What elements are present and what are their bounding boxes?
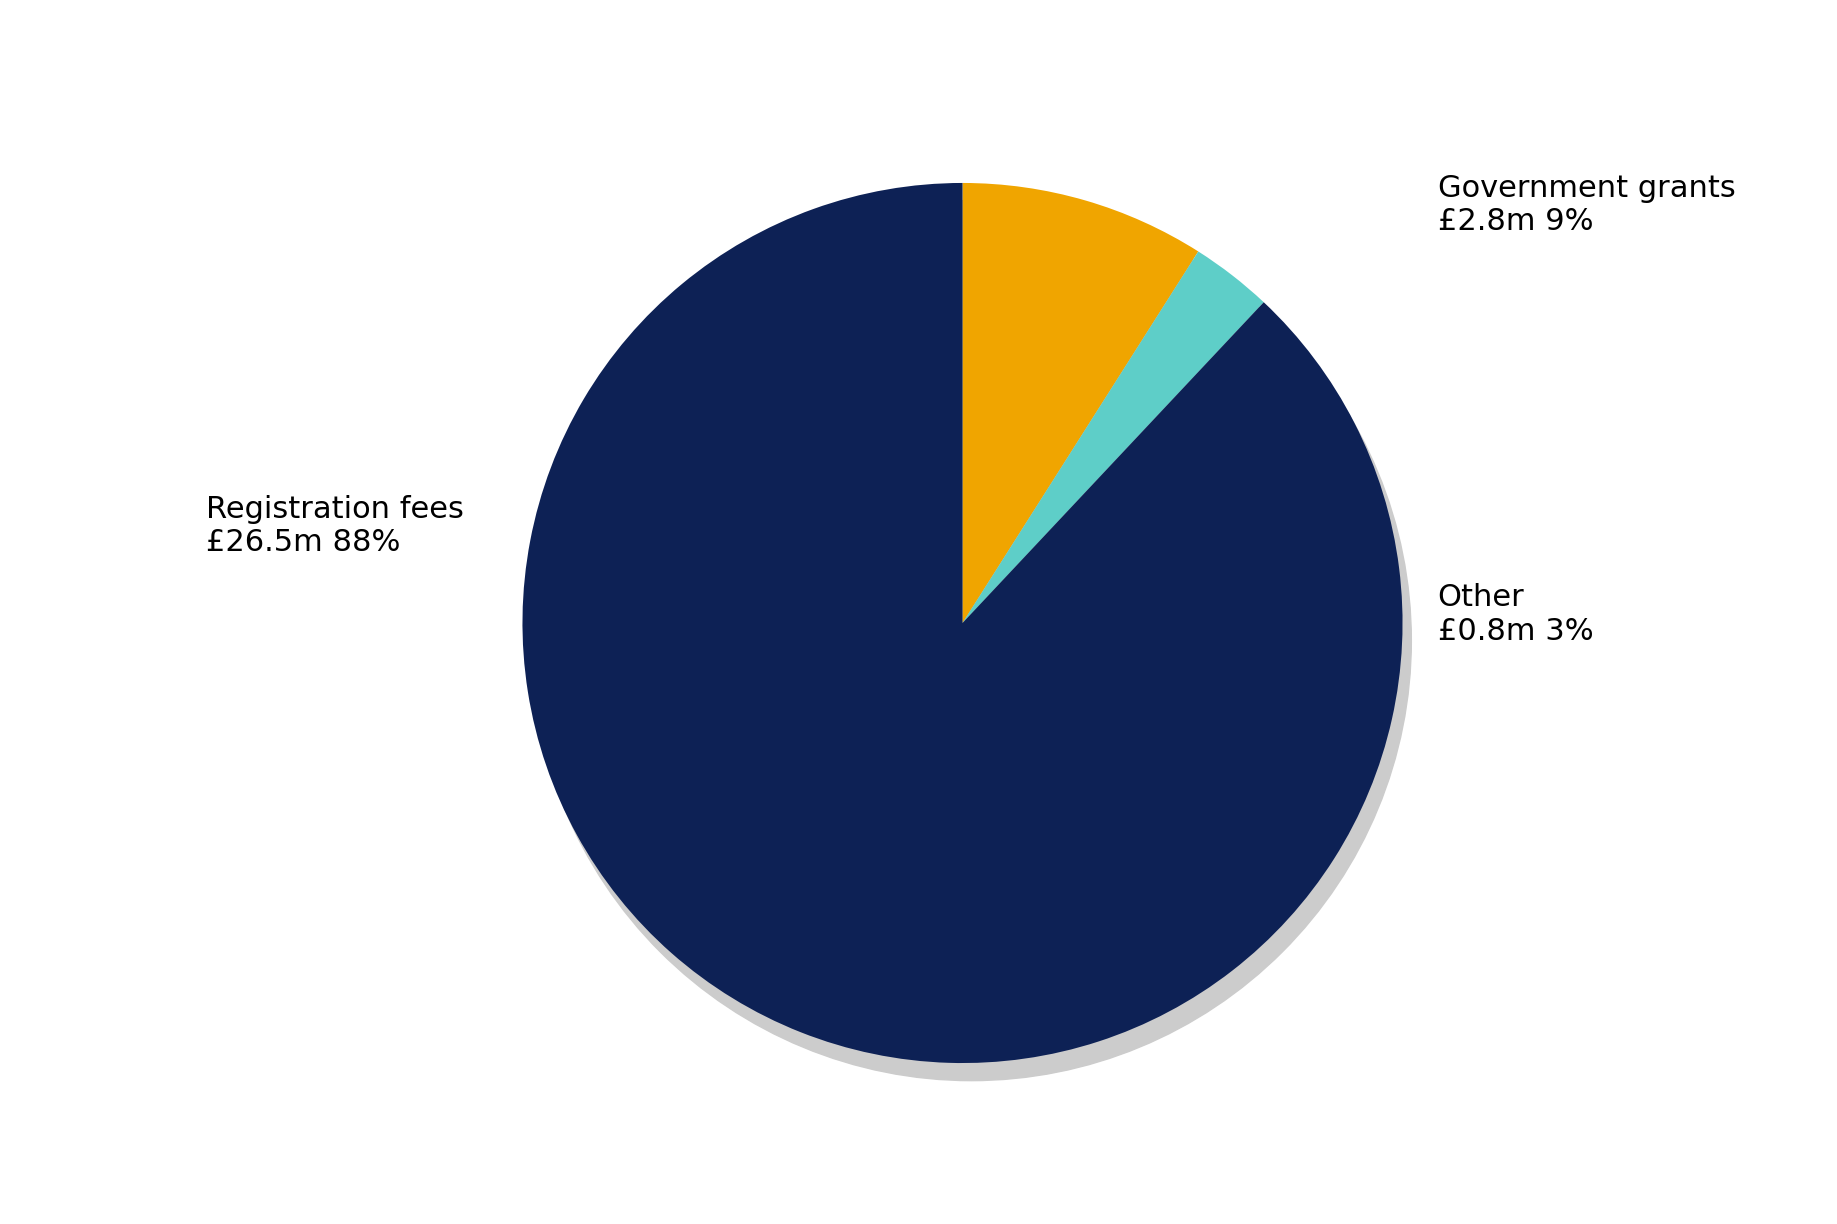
Wedge shape xyxy=(522,182,1402,1062)
Wedge shape xyxy=(963,251,1264,623)
Text: Government grants
£2.8m 9%: Government grants £2.8m 9% xyxy=(1438,174,1736,236)
Circle shape xyxy=(531,201,1411,1081)
Wedge shape xyxy=(963,182,1198,623)
Text: Registration fees
£26.5m 88%: Registration fees £26.5m 88% xyxy=(206,494,463,557)
Text: Other
£0.8m 3%: Other £0.8m 3% xyxy=(1438,583,1593,645)
